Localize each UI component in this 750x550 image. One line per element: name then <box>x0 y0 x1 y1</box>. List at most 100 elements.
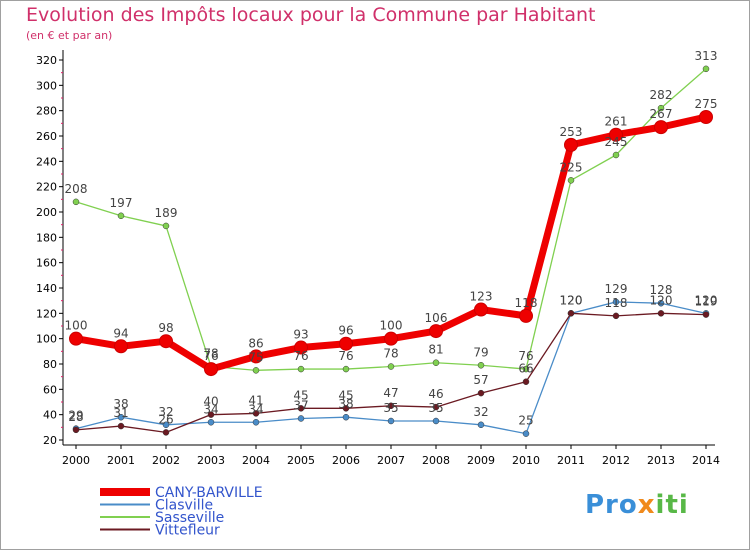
data-point <box>252 419 260 426</box>
data-point <box>657 310 665 317</box>
data-label: 119 <box>695 295 718 309</box>
data-point <box>294 340 308 355</box>
data-point <box>522 365 530 373</box>
data-label: 253 <box>560 125 583 139</box>
data-point <box>474 302 488 317</box>
data-label: 29 <box>68 409 83 423</box>
x-tick-label: 2008 <box>422 454 450 467</box>
data-point <box>699 110 713 124</box>
data-label: 93 <box>293 328 308 342</box>
data-label: 120 <box>560 293 583 307</box>
data-label: 38 <box>338 397 353 411</box>
data-point <box>477 421 485 429</box>
data-label: 28 <box>68 410 83 424</box>
data-point <box>429 324 443 339</box>
logo-part-pro: Pro <box>585 490 638 520</box>
x-tick-label: 2013 <box>647 454 675 467</box>
data-label: 120 <box>560 293 583 307</box>
data-label: 45 <box>338 388 353 402</box>
legend-label: Sasseville <box>155 510 224 526</box>
data-label: 76 <box>518 349 533 363</box>
data-label: 189 <box>155 206 178 220</box>
data-label: 32 <box>473 405 488 419</box>
data-label: 245 <box>605 135 628 149</box>
logo-part-x: x <box>637 490 656 520</box>
data-label: 37 <box>293 398 308 412</box>
data-point <box>612 151 620 159</box>
data-label: 76 <box>293 349 308 363</box>
data-point <box>114 339 128 354</box>
data-label: 106 <box>425 311 448 325</box>
data-label: 275 <box>695 97 718 111</box>
y-tick-label: 180 <box>36 231 57 244</box>
data-point <box>477 389 485 397</box>
y-tick-label: 40 <box>43 409 57 422</box>
x-tick-label: 2009 <box>467 454 495 467</box>
chart-subtitle: (en € et par an) <box>26 29 113 42</box>
y-tick-label: 160 <box>36 257 57 270</box>
y-tick-label: 280 <box>36 105 57 118</box>
legend-label: Vittefleur <box>155 523 220 539</box>
data-point <box>342 405 350 412</box>
data-label: 40 <box>203 395 218 409</box>
data-label: 45 <box>293 388 308 402</box>
y-tick-label: 260 <box>36 130 57 143</box>
data-label: 129 <box>605 282 628 296</box>
data-point <box>387 363 395 370</box>
data-label: 118 <box>515 296 538 310</box>
y-tick-label: 320 <box>36 54 57 67</box>
data-point <box>522 378 530 385</box>
data-point <box>252 410 260 417</box>
x-tick-label: 2010 <box>512 454 540 467</box>
data-point <box>477 362 485 369</box>
y-tick-label: 220 <box>36 181 57 194</box>
y-tick-label: 300 <box>36 79 57 92</box>
data-point <box>162 421 170 429</box>
x-tick-label: 2005 <box>287 454 315 467</box>
data-label: 25 <box>518 414 533 428</box>
data-point <box>159 334 173 349</box>
x-tick-label: 2002 <box>152 454 180 467</box>
legend-label: CANY-BARVILLE <box>155 485 263 501</box>
data-label: 32 <box>158 405 173 419</box>
y-tick-label: 20 <box>43 434 57 447</box>
data-point <box>432 417 440 425</box>
y-tick-label: 200 <box>36 206 57 219</box>
x-tick-label: 2012 <box>602 454 630 467</box>
data-label: 81 <box>428 343 443 357</box>
data-point <box>654 120 668 135</box>
proxiti-logo: Proxiti <box>585 490 689 520</box>
x-tick-label: 2004 <box>242 454 270 467</box>
x-tick-label: 2007 <box>377 454 405 467</box>
data-point <box>162 222 170 230</box>
x-tick-label: 2000 <box>62 454 90 467</box>
data-label: 98 <box>158 321 173 335</box>
data-point <box>342 413 350 421</box>
data-point <box>564 137 578 152</box>
x-tick-label: 2001 <box>107 454 135 467</box>
data-label: 78 <box>383 347 398 361</box>
y-tick-label: 120 <box>36 307 57 320</box>
data-point <box>657 104 665 112</box>
data-point <box>297 365 305 373</box>
data-point <box>702 65 710 73</box>
data-point <box>117 422 125 430</box>
data-label: 76 <box>338 349 353 363</box>
data-label: 261 <box>605 115 628 129</box>
legend-label: Clasville <box>155 498 213 514</box>
data-label: 86 <box>248 336 263 350</box>
data-point <box>297 415 305 422</box>
data-point <box>249 349 263 364</box>
data-label: 34 <box>203 402 218 416</box>
data-point <box>117 212 125 220</box>
data-label: 120 <box>695 293 718 307</box>
data-point <box>207 419 215 426</box>
data-point <box>72 198 80 206</box>
data-label: 120 <box>650 293 673 307</box>
data-label: 34 <box>248 402 263 416</box>
y-tick-label: 60 <box>43 383 57 396</box>
data-point <box>387 402 395 410</box>
data-label: 94 <box>113 326 128 340</box>
data-point <box>162 429 170 436</box>
